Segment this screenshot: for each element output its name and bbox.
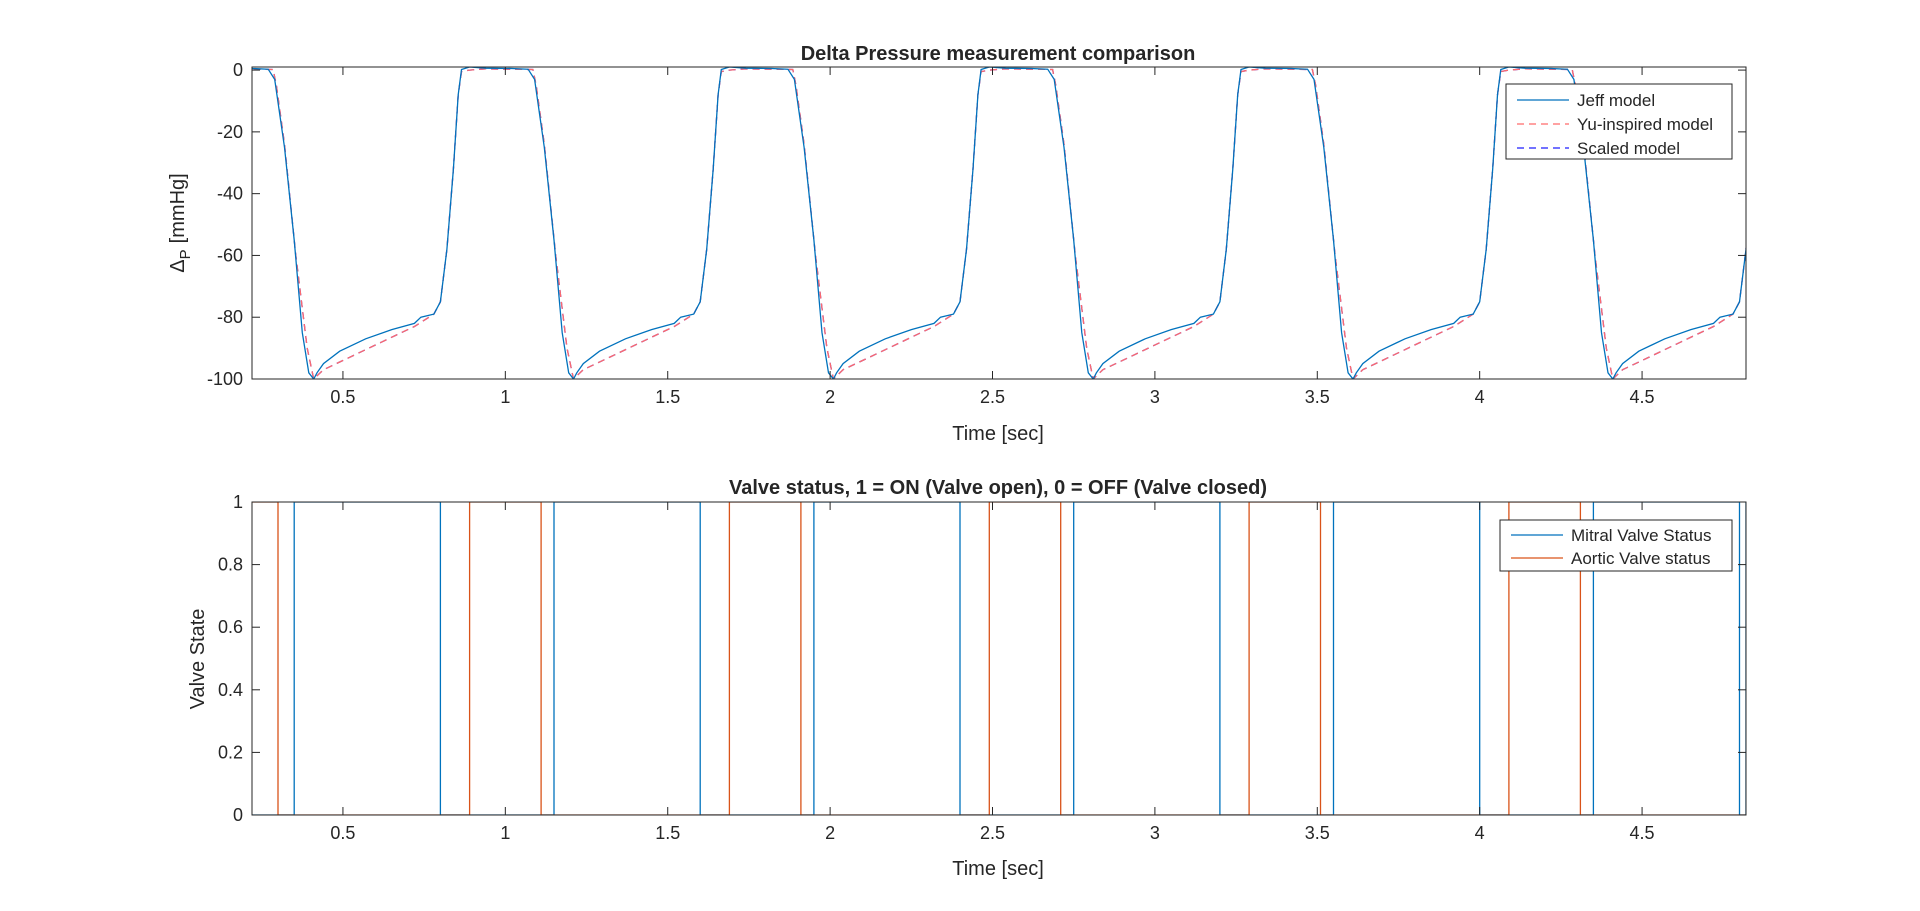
valve-series-lines: [252, 502, 1746, 815]
valve-legend-box: [1499, 519, 1733, 572]
pressure-y-tick-label: -100: [207, 369, 243, 389]
valve-x-tick-label: 3: [1150, 823, 1160, 843]
pressure-x-tick-label: 0.5: [330, 387, 355, 407]
valve-subplot: Valve status, 1 = ON (Valve open), 0 = O…: [187, 477, 1747, 880]
valve-series-line-0: [252, 502, 1746, 815]
valve-y-axis: 0 0.2 0.4 0.6 0.8 1: [218, 492, 1746, 825]
pressure-y-axis-label: ΔP [mmHg]: [167, 173, 194, 272]
valve-x-tick-label: 0.5: [330, 823, 355, 843]
valve-x-tick-label: 2: [825, 823, 835, 843]
valve-x-tick-label: 1.5: [655, 823, 680, 843]
valve-x-axis-label: Time [sec]: [952, 858, 1044, 880]
pressure-y-tick-label: -20: [217, 122, 243, 142]
pressure-y-tick-label: -60: [217, 245, 243, 265]
pressure-y-tick-label: -40: [217, 184, 243, 204]
pressure-x-tick-label: 4: [1475, 387, 1485, 407]
pressure-x-tick-label: 2.5: [980, 387, 1005, 407]
valve-y-tick-label: 0.6: [218, 617, 243, 637]
pressure-y-axis-label-subscript: P: [177, 249, 194, 259]
valve-x-axis: 0.5 1 1.5 2 2.5 3 3.5 4 4.5: [330, 502, 1655, 843]
valve-y-tick-label: 0.8: [218, 555, 243, 575]
valve-chart-title: Valve status, 1 = ON (Valve open), 0 = O…: [729, 477, 1267, 499]
pressure-legend-box: [1505, 83, 1733, 160]
valve-y-tick-label: 0.2: [218, 742, 243, 762]
pressure-x-tick-label: 4.5: [1630, 387, 1655, 407]
pressure-x-tick-label: 2: [825, 387, 835, 407]
valve-y-tick-label: 0: [233, 805, 243, 825]
valve-axes-box: [251, 501, 1747, 816]
pressure-y-axis-label-unit: [mmHg]: [167, 173, 189, 243]
valve-x-tick-label: 4.5: [1630, 823, 1655, 843]
pressure-axes-box: [251, 66, 1747, 380]
valve-x-tick-label: 3.5: [1305, 823, 1330, 843]
pressure-x-tick-label: 1.5: [655, 387, 680, 407]
pressure-y-axis-label-symbol: Δ: [167, 259, 189, 272]
valve-legend: Mitral Valve Status Aortic Valve status: [1499, 519, 1733, 572]
pressure-x-tick-label: 1: [500, 387, 510, 407]
pressure-y-tick-label: 0: [233, 60, 243, 80]
legend-label-scaled: Scaled model: [1577, 139, 1680, 158]
pressure-series-line-1: [252, 68, 1746, 379]
pressure-series-line-0: [252, 67, 1746, 379]
pressure-subplot: Delta Pressure measurement comparison 0.…: [167, 43, 1747, 445]
legend-label-jeff: Jeff model: [1577, 91, 1655, 110]
pressure-x-tick-label: 3: [1150, 387, 1160, 407]
pressure-x-axis: 0.5 1 1.5 2 2.5 3 3.5 4 4.5: [330, 67, 1655, 407]
legend-label-yu: Yu-inspired model: [1577, 115, 1713, 134]
legend-label-aortic: Aortic Valve status: [1571, 549, 1711, 568]
pressure-x-axis-label: Time [sec]: [952, 423, 1044, 445]
valve-y-tick-label: 0.4: [218, 680, 243, 700]
valve-x-tick-label: 4: [1475, 823, 1485, 843]
pressure-legend: Jeff model Yu-inspired model Scaled mode…: [1505, 83, 1733, 160]
pressure-chart-title: Delta Pressure measurement comparison: [801, 43, 1196, 65]
pressure-y-tick-label: -80: [217, 307, 243, 327]
pressure-series-lines: [252, 67, 1746, 379]
valve-y-axis-label: Valve State: [187, 609, 209, 710]
valve-series-line-1: [252, 502, 1746, 815]
valve-x-tick-label: 1: [500, 823, 510, 843]
valve-x-tick-label: 2.5: [980, 823, 1005, 843]
pressure-y-axis: 0 -20 -40 -60 -80 -100: [207, 60, 1746, 389]
legend-label-mitral: Mitral Valve Status: [1571, 526, 1711, 545]
valve-y-tick-label: 1: [233, 492, 243, 512]
pressure-x-tick-label: 3.5: [1305, 387, 1330, 407]
